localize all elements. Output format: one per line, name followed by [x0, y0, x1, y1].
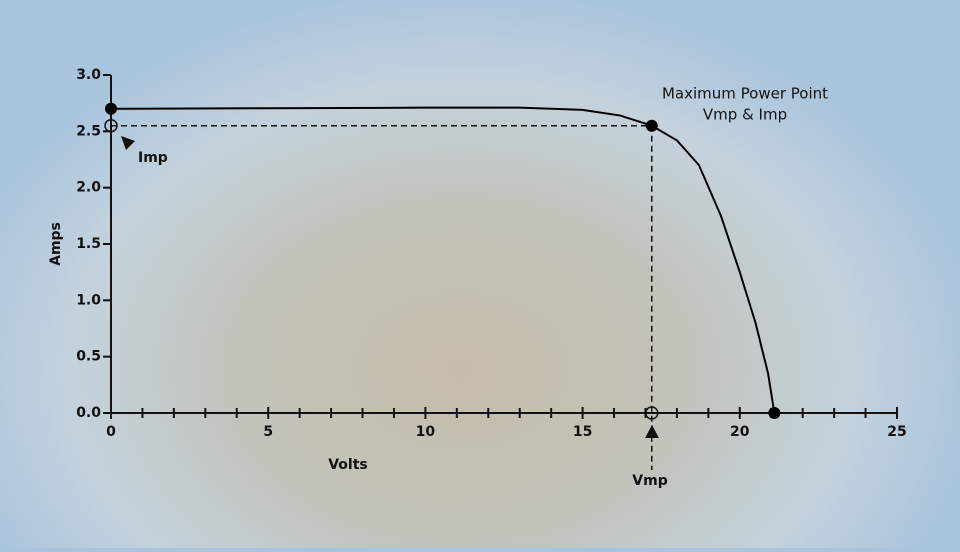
iv-curve	[110, 106, 776, 414]
arrow	[121, 136, 135, 150]
y-tick-label: 1.5	[76, 236, 101, 252]
x-tick-label: 15	[573, 424, 592, 440]
y-tick-label: 2.0	[76, 180, 101, 196]
isc-point	[105, 102, 117, 115]
y-tick-label: 1.0	[76, 292, 101, 308]
x-axis-label: Volts	[328, 457, 368, 473]
imp-marker	[104, 118, 118, 133]
voc-point	[768, 407, 781, 419]
y-tick-label: 0.5	[76, 349, 101, 365]
vmp-marker	[645, 406, 659, 420]
mpp-point	[645, 119, 658, 132]
annotation: Vmp	[632, 473, 667, 489]
x-tick-label: 10	[416, 424, 436, 440]
y-axis-label: Amps	[48, 222, 64, 266]
x-tick-label: 25	[887, 424, 906, 440]
annotation: Maximum Power Point	[662, 85, 828, 103]
y-tick-label: 2.5	[76, 123, 101, 139]
annotation: Imp	[138, 150, 168, 166]
y-tick-label: 0.0	[76, 405, 101, 421]
annotation: Vmp & Imp	[703, 106, 787, 124]
y-tick-label: 3.0	[76, 67, 101, 83]
x-tick-label: 5	[263, 424, 273, 440]
x-tick-label: 20	[730, 424, 750, 440]
x-tick-label: 0	[106, 424, 116, 440]
